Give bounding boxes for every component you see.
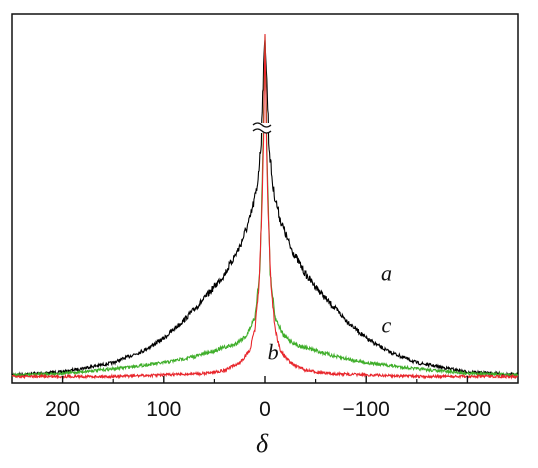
x-tick-label: 100	[146, 398, 181, 421]
x-tick-label: −200	[444, 398, 491, 421]
axis-break-mark	[252, 122, 272, 134]
axis-break-gap	[253, 123, 271, 133]
axis-break-wave-2	[252, 128, 272, 134]
curve-label-c: c	[382, 312, 392, 337]
series-b-line	[11, 33, 519, 380]
x-tick-label: −100	[343, 398, 390, 421]
series-layer	[11, 33, 519, 380]
x-axis-label: δ	[256, 429, 269, 458]
curve-labels: a c b	[268, 260, 392, 364]
x-axis-ticks: 200 100 0 −100 −200	[45, 376, 491, 421]
x-tick-label: 200	[45, 398, 80, 421]
series-c-line	[11, 35, 519, 379]
curve-label-a: a	[381, 260, 392, 285]
x-tick-label: 0	[259, 398, 271, 421]
curve-label-b: b	[268, 340, 279, 365]
axis-break-wave-1	[252, 122, 272, 128]
series-a-line	[11, 39, 519, 378]
